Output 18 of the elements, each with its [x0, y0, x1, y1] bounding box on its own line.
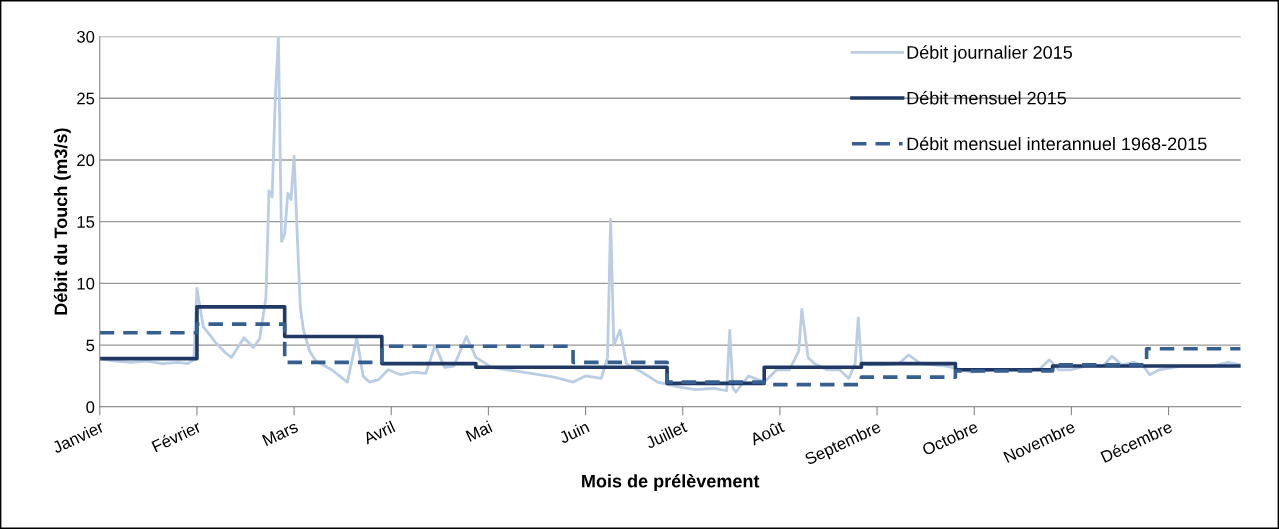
x-tick-label: Avril [362, 420, 396, 445]
x-tick-label: Mars [262, 420, 299, 447]
y-tick-label: 30 [77, 30, 95, 43]
x-tick-label: Août [748, 420, 785, 446]
y-tick-label: 20 [77, 154, 95, 167]
legend-label: Débit mensuel interannuel 1968-2015 [907, 136, 1207, 151]
y-tick-label: 0 [86, 401, 95, 413]
legend-label: Débit journalier 2015 [907, 45, 1073, 63]
legend-label: Débit mensuel 2015 [907, 91, 1066, 105]
x-axis-title: Mois de prélèvement [582, 474, 760, 492]
y-axis-title: Débit du Touch (m3/s) [53, 128, 71, 315]
x-tick-label: Juin [558, 420, 590, 444]
y-tick-label: 15 [77, 216, 95, 228]
y-tick-label: 5 [86, 339, 95, 352]
x-tick-label: Juillet [644, 420, 688, 449]
y-tick-label: 25 [77, 92, 95, 105]
y-tick-label: 10 [77, 277, 95, 290]
x-tick-label: Mai [465, 420, 493, 442]
